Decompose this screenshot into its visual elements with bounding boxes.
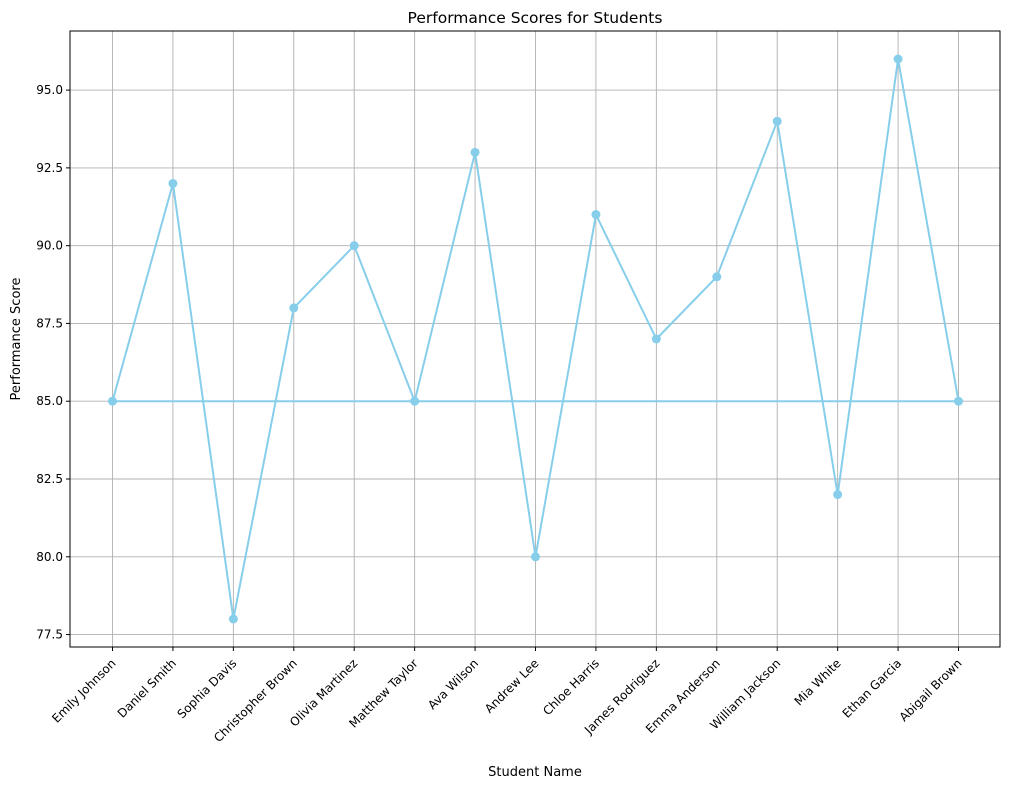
x-tick-label: Daniel Smith [115,656,179,720]
data-point [108,396,117,406]
series-layer [108,54,963,624]
y-tick-label: 77.5 [36,628,63,642]
y-tick-label: 90.0 [36,239,63,253]
x-tick-label: Mia White [792,656,844,708]
y-axis-label: Performance Score [9,278,24,401]
y-tick-label: 95.0 [36,83,63,97]
x-tick-label: Abigail Brown [897,656,965,724]
x-tick-label: Andrew Lee [482,656,542,716]
x-tick-label: Ethan Garcia [840,656,905,721]
data-point [591,210,601,220]
y-axis-ticks: 77.5 80.0 82.5 85.0 87.5 90.0 92.5 95.0 [36,83,70,642]
x-tick-label: Ava Wilson [425,656,481,712]
data-point [410,396,420,406]
y-tick-label: 82.5 [36,472,63,486]
data-point [833,490,843,500]
data-point [228,614,238,624]
x-tick-label: Sophia Davis [174,656,239,721]
series-line [111,58,960,620]
y-tick-label: 85.0 [36,394,63,408]
y-tick-label: 87.5 [36,316,63,330]
data-point [954,396,963,406]
data-point [772,116,782,126]
data-point [349,241,359,251]
x-axis-label: Student Name [488,765,582,780]
data-point [168,178,178,188]
data-point [712,272,722,282]
x-tick-label: Emily Johnson [49,656,118,725]
x-tick-label: Chloe Harris [540,656,602,718]
data-point [470,147,480,157]
data-point [531,552,540,562]
data-point [289,303,299,313]
y-tick-label: 92.5 [36,161,63,175]
y-tick-label: 80.0 [36,550,63,564]
data-point [651,334,661,344]
chart-title: Performance Scores for Students [408,9,663,27]
grid [70,31,1000,647]
data-point [893,54,903,64]
